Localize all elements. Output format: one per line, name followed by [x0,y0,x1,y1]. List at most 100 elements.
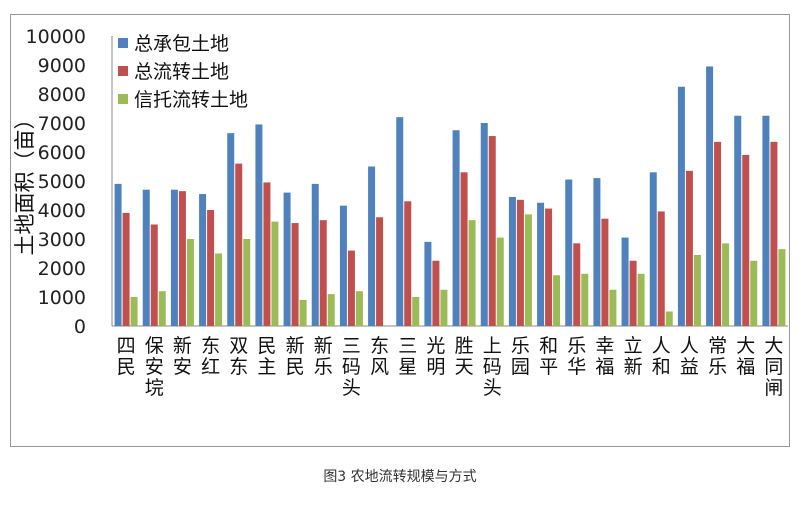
x-category-label: 光明 [426,335,445,378]
bar-3 [778,249,786,326]
x-category-label: 三星 [398,335,417,378]
bar-2 [432,260,440,326]
x-category-label: 人益 [680,335,699,378]
bar-1 [424,241,432,326]
x-category-label: 东红 [201,335,220,378]
bar-1 [706,66,714,326]
figure-caption: 图3 农地流转规模与方式 [323,469,477,485]
y-tick-label: 10000 [26,26,86,48]
bar-3 [581,273,589,326]
bar-1 [283,192,291,326]
bar-1 [677,86,685,326]
bar-3 [524,214,532,326]
bar-1 [621,237,629,326]
legend-label: 总承包土地 [134,33,229,55]
bar-3 [440,289,448,326]
bar-3 [327,294,335,326]
bar-2 [742,154,750,326]
bar-3 [158,291,166,326]
bar-1 [649,172,657,326]
bar-3 [553,275,561,326]
bar-3 [186,239,194,326]
bar-2 [178,191,186,326]
y-tick-label: 7000 [38,113,86,135]
x-category-label: 保安垸 [145,335,164,399]
bar-2 [714,141,722,326]
bar-2 [545,208,553,326]
legend-label: 总流转土地 [134,61,229,83]
bar-3 [412,297,420,326]
y-tick-label: 4000 [38,200,86,222]
bar-1 [311,183,319,326]
bar-1 [565,179,573,326]
bar-2 [263,182,271,326]
x-category-label: 人和 [652,335,671,378]
y-tick-label: 3000 [38,229,86,251]
bar-1 [170,189,178,326]
y-tick-label: 8000 [38,84,86,106]
y-tick-label: 6000 [38,142,86,164]
bar-1 [114,183,122,326]
bar-3 [271,221,279,326]
bar-3 [609,289,617,326]
x-category-label: 民主 [257,335,276,378]
bar-2 [376,217,384,326]
bar-2 [685,170,693,326]
x-category-label: 三码头 [342,335,361,399]
bar-2 [235,163,243,326]
bar-2 [122,212,130,326]
bar-1 [368,166,376,326]
bar-1 [508,196,516,326]
y-tick-label: 1000 [38,287,86,309]
legend-label: 信托流转土地 [134,89,248,111]
y-axis-title: 土地面积（亩） [13,109,37,256]
x-category-label: 双东 [229,335,248,378]
bar-3 [665,311,673,326]
bar-1 [593,178,601,326]
y-tick-label: 5000 [38,171,86,193]
bar-3 [637,273,645,326]
bar-3 [299,299,307,326]
bar-2 [150,224,158,326]
bar-3 [468,220,476,326]
bar-3 [693,254,701,326]
bar-2 [207,210,215,326]
x-category-label: 东风 [370,335,389,378]
bar-2 [657,211,665,326]
bar-2 [319,220,327,326]
x-category-label: 常乐 [708,335,727,378]
bar-2 [601,218,609,326]
x-category-label: 大福 [736,335,755,378]
x-category-label: 和平 [539,335,558,378]
bar-2 [291,223,299,326]
bar-3 [243,239,251,326]
bar-1 [227,133,235,326]
x-category-label: 乐园 [511,335,530,378]
y-tick-label: 0 [74,316,86,338]
bar-1 [480,123,488,326]
x-category-label: 上码头 [483,335,502,399]
legend-swatch [118,66,128,76]
bar-1 [255,124,263,326]
bar-2 [347,250,355,326]
bar-2 [573,243,581,326]
bar-1 [339,205,347,326]
x-category-label: 新民 [286,335,305,378]
x-category-label: 胜天 [455,335,474,378]
bar-2 [488,136,496,326]
x-category-label: 幸福 [595,335,614,378]
bar-3 [496,237,504,326]
bar-3 [215,253,223,326]
bar-1 [199,194,207,326]
bar-3 [355,291,363,326]
x-category-label: 立新 [624,335,643,378]
x-category-label: 四民 [117,335,136,378]
bar-2 [629,260,637,326]
bar-2 [404,201,412,326]
bar-3 [130,297,138,326]
bar-1 [452,130,460,326]
bar-1 [142,189,150,326]
bar-1 [537,202,545,326]
